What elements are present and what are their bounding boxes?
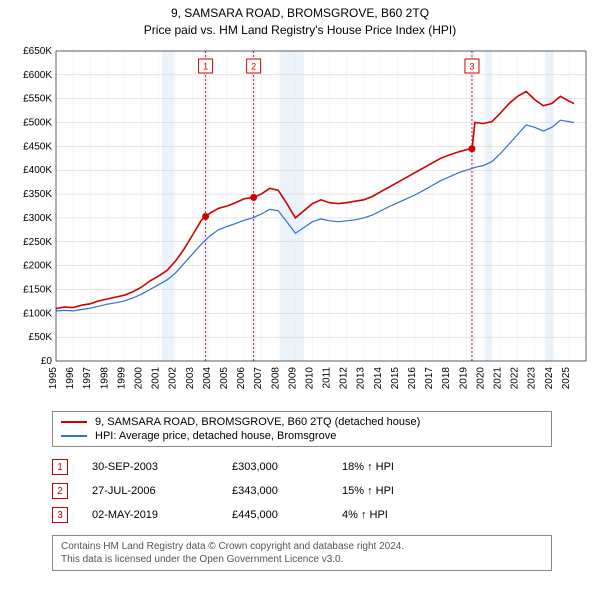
svg-text:2024: 2024	[544, 367, 555, 390]
legend-label: HPI: Average price, detached house, Brom…	[95, 430, 336, 442]
svg-text:3: 3	[469, 62, 474, 72]
sale-diff-vs-hpi: 18% ↑ HPI	[342, 461, 442, 473]
chart-subtitle: Price paid vs. HM Land Registry's House …	[8, 23, 592, 37]
sale-price: £303,000	[232, 461, 342, 473]
svg-text:2: 2	[251, 62, 256, 72]
svg-text:£200K: £200K	[23, 261, 52, 272]
svg-text:2000: 2000	[133, 367, 144, 390]
svg-text:£150K: £150K	[23, 284, 52, 295]
svg-text:£100K: £100K	[23, 308, 52, 319]
legend-box: 9, SAMSARA ROAD, BROMSGROVE, B60 2TQ (de…	[52, 411, 552, 447]
svg-text:2013: 2013	[356, 367, 367, 390]
attribution-line2: This data is licensed under the Open Gov…	[61, 553, 543, 566]
sale-diff-vs-hpi: 15% ↑ HPI	[342, 485, 442, 497]
svg-text:2003: 2003	[185, 367, 196, 390]
legend-swatch	[61, 421, 87, 423]
svg-text:£500K: £500K	[23, 118, 52, 129]
legend-swatch	[61, 435, 87, 437]
svg-text:2005: 2005	[219, 367, 230, 390]
svg-text:£550K: £550K	[23, 94, 52, 105]
svg-text:2017: 2017	[424, 367, 435, 390]
svg-text:2002: 2002	[168, 367, 179, 390]
svg-text:1998: 1998	[99, 367, 110, 390]
chart-svg: £0 £50K £100K £150K £200K £250K £300K £350K £400…	[8, 45, 592, 405]
svg-text:1: 1	[203, 62, 208, 72]
attribution-box: Contains HM Land Registry data © Crown c…	[52, 535, 552, 571]
svg-text:2021: 2021	[493, 367, 504, 390]
legend-item: 9, SAMSARA ROAD, BROMSGROVE, B60 2TQ (de…	[61, 415, 543, 429]
svg-text:2012: 2012	[339, 367, 350, 390]
svg-text:2006: 2006	[236, 367, 247, 390]
svg-text:2018: 2018	[441, 367, 452, 390]
attribution-line1: Contains HM Land Registry data © Crown c…	[61, 540, 543, 553]
svg-text:£600K: £600K	[23, 70, 52, 81]
svg-text:2025: 2025	[561, 367, 572, 390]
sale-row: 3 02-MAY-2019£445,0004% ↑ HPI	[52, 503, 552, 527]
svg-text:2008: 2008	[270, 367, 281, 390]
sale-row: 2 27-JUL-2006£343,00015% ↑ HPI	[52, 479, 552, 503]
svg-text:2016: 2016	[407, 367, 418, 390]
chart-container: 9, SAMSARA ROAD, BROMSGROVE, B60 2TQ Pri…	[0, 0, 600, 579]
chart-plot: £0 £50K £100K £150K £200K £250K £300K £350K £400…	[8, 45, 592, 405]
svg-text:1997: 1997	[82, 367, 93, 390]
title-block: 9, SAMSARA ROAD, BROMSGROVE, B60 2TQ Pri…	[8, 6, 592, 37]
svg-text:1995: 1995	[48, 367, 59, 390]
svg-text:2019: 2019	[458, 367, 469, 390]
sale-date: 30-SEP-2003	[92, 461, 232, 473]
sale-row: 1 30-SEP-2003£303,00018% ↑ HPI	[52, 455, 552, 479]
sale-price: £343,000	[232, 485, 342, 497]
sale-price: £445,000	[232, 509, 342, 521]
sales-table: 1 30-SEP-2003£303,00018% ↑ HPI 2 27-JUL-200…	[52, 455, 552, 527]
sale-date: 02-MAY-2019	[92, 509, 232, 521]
svg-text:2020: 2020	[475, 367, 486, 390]
svg-text:2007: 2007	[253, 367, 264, 390]
svg-text:£400K: £400K	[23, 165, 52, 176]
sale-number-badge: 1	[52, 459, 68, 475]
svg-text:£50K: £50K	[29, 332, 53, 343]
sale-diff-vs-hpi: 4% ↑ HPI	[342, 509, 442, 521]
sale-date: 27-JUL-2006	[92, 485, 232, 497]
svg-text:£450K: £450K	[23, 141, 52, 152]
svg-text:1996: 1996	[65, 367, 76, 390]
svg-text:£300K: £300K	[23, 213, 52, 224]
svg-text:£0: £0	[41, 356, 53, 367]
svg-text:2010: 2010	[304, 367, 315, 390]
svg-text:2001: 2001	[151, 367, 162, 390]
svg-text:2014: 2014	[373, 367, 384, 390]
svg-text:2022: 2022	[510, 367, 521, 390]
legend-label: 9, SAMSARA ROAD, BROMSGROVE, B60 2TQ (de…	[95, 416, 420, 428]
svg-text:£250K: £250K	[23, 237, 52, 248]
svg-text:2004: 2004	[202, 367, 213, 390]
svg-text:£350K: £350K	[23, 189, 52, 200]
svg-text:2009: 2009	[287, 367, 298, 390]
svg-text:2011: 2011	[322, 367, 333, 389]
legend-item: HPI: Average price, detached house, Brom…	[61, 429, 543, 443]
svg-text:2015: 2015	[390, 367, 401, 390]
chart-title-address: 9, SAMSARA ROAD, BROMSGROVE, B60 2TQ	[8, 6, 592, 20]
svg-text:2023: 2023	[527, 367, 538, 390]
svg-text:£650K: £650K	[23, 46, 52, 57]
svg-text:1999: 1999	[116, 367, 127, 390]
sale-number-badge: 3	[52, 507, 68, 523]
sale-number-badge: 2	[52, 483, 68, 499]
